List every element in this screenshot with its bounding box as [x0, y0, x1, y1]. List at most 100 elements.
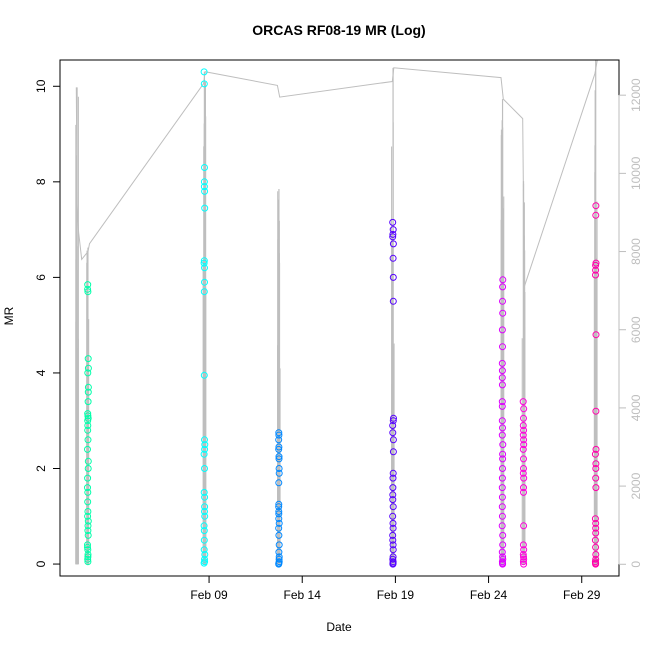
y-axis-right: 0 2000 4000 6000 8000 10000 12000	[618, 78, 643, 568]
data-point	[389, 417, 397, 425]
data-point	[275, 548, 283, 556]
data-point	[499, 309, 507, 317]
data-point	[520, 522, 528, 530]
data-point	[389, 541, 397, 549]
data-point	[84, 445, 91, 453]
data-point	[200, 259, 208, 267]
data-point	[275, 429, 283, 437]
x-tick-label: Feb 29	[563, 588, 601, 602]
data-point	[498, 367, 506, 375]
data-point	[389, 484, 397, 492]
data-point	[84, 281, 92, 289]
data-point	[519, 558, 527, 566]
data-point	[520, 414, 527, 422]
data-point	[520, 546, 528, 554]
data-point	[519, 398, 527, 406]
data-point	[200, 288, 208, 296]
y-tick-label: 2	[34, 465, 48, 472]
data-point	[84, 426, 92, 434]
altitude-trace	[75, 59, 598, 565]
data-point	[84, 531, 92, 539]
data-point	[275, 431, 283, 439]
data-point	[201, 555, 208, 563]
data-point	[592, 524, 600, 532]
data-point	[591, 558, 599, 566]
data-point	[201, 503, 209, 511]
data-point	[275, 510, 283, 518]
data-point	[389, 436, 397, 444]
data-point	[84, 522, 92, 530]
data-point	[84, 465, 92, 472]
data-point	[84, 543, 91, 551]
altitude-spike	[202, 71, 207, 565]
data-point	[498, 548, 506, 556]
x-tick-label: Feb 19	[377, 588, 415, 602]
data-point	[201, 278, 208, 286]
data-point	[200, 371, 208, 379]
y2-tick-label: 8000	[629, 238, 643, 265]
data-point	[389, 474, 397, 482]
data-point	[592, 519, 600, 527]
y2-tick-label: 12000	[629, 78, 643, 112]
x-tick-label: Feb 14	[284, 588, 322, 602]
data-point	[520, 484, 527, 492]
data-point	[84, 369, 92, 377]
data-point	[389, 531, 397, 539]
data-point	[84, 512, 92, 520]
data-point	[84, 422, 92, 429]
data-point	[389, 546, 397, 554]
data-point	[592, 460, 600, 468]
data-point	[389, 233, 397, 241]
data-point	[520, 488, 527, 496]
altitude-spike	[391, 67, 395, 565]
data-point	[200, 257, 208, 265]
data-point	[84, 508, 92, 515]
data-point	[84, 288, 92, 296]
data-point	[275, 503, 283, 511]
data-point	[498, 402, 506, 410]
data-point	[389, 240, 397, 248]
data-point	[275, 469, 283, 477]
data-point	[201, 551, 209, 558]
data-point	[520, 465, 527, 472]
y2-tick-label: 10000	[629, 156, 643, 190]
data-point	[84, 457, 92, 465]
data-point	[498, 417, 506, 425]
data-point	[592, 211, 600, 219]
data-point	[499, 343, 506, 351]
data-point	[520, 474, 528, 482]
data-point	[389, 553, 397, 561]
data-point	[592, 271, 599, 279]
y2-tick-label: 0	[629, 561, 643, 568]
x-tick-label: Feb 09	[190, 588, 228, 602]
data-point	[592, 407, 600, 415]
data-point	[498, 503, 506, 511]
data-point	[591, 450, 599, 458]
data-point	[84, 414, 92, 422]
data-point	[592, 555, 600, 563]
data-point	[84, 474, 92, 482]
data-point	[520, 555, 528, 563]
data-point	[84, 527, 92, 535]
data-point	[591, 536, 599, 544]
data-point	[275, 445, 283, 453]
data-point	[201, 164, 208, 171]
data-point	[498, 558, 506, 566]
data-point	[499, 531, 507, 539]
series-flight	[275, 429, 283, 568]
data-point	[389, 429, 397, 437]
data-point	[84, 410, 92, 418]
data-point	[84, 498, 92, 506]
plot-frame	[59, 59, 620, 577]
data-point	[592, 445, 600, 453]
data-point	[275, 500, 283, 508]
data-point	[275, 515, 283, 523]
data-point	[200, 522, 208, 530]
data-point	[275, 531, 283, 539]
data-point	[200, 183, 208, 191]
data-point	[390, 414, 397, 422]
data-point	[201, 441, 209, 449]
series-flight	[498, 276, 507, 568]
data-point	[498, 512, 506, 520]
data-point	[84, 388, 92, 396]
